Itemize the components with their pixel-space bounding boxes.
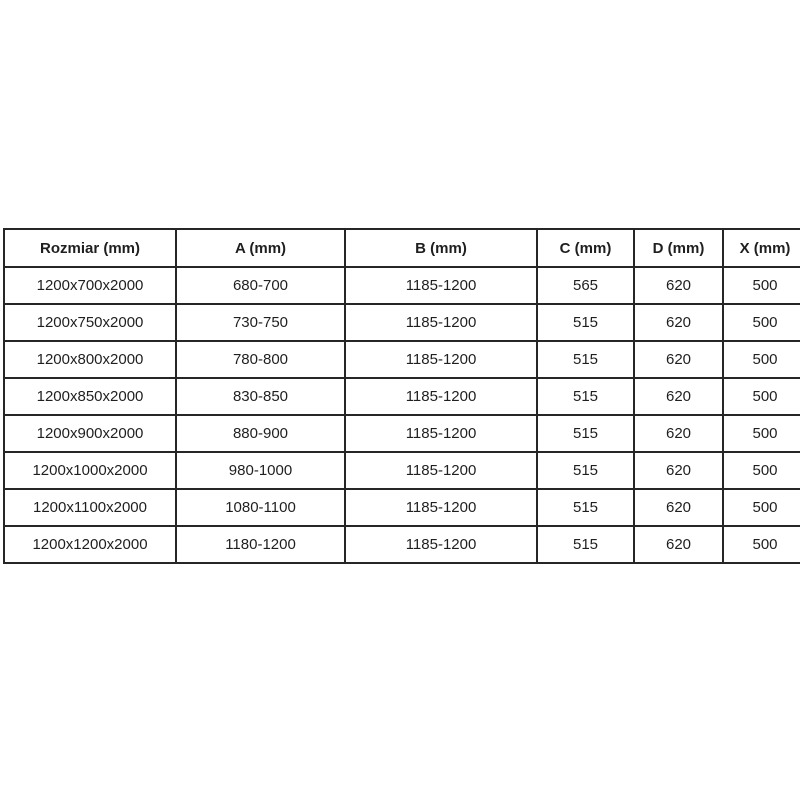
table-row: 1200x700x2000 680-700 1185-1200 565 620 500 [3, 266, 800, 305]
table-cell: 620 [633, 266, 724, 305]
table-cell: 620 [633, 488, 724, 527]
table-cell: 620 [633, 451, 724, 490]
table-cell: 880-900 [175, 414, 346, 453]
table-cell: 500 [722, 488, 800, 527]
table-cell: 515 [536, 451, 635, 490]
table-cell: 1180-1200 [175, 525, 346, 564]
table-cell: 1185-1200 [344, 451, 538, 490]
table-cell: 620 [633, 340, 724, 379]
table-row: 1200x800x2000 780-800 1185-1200 515 620 500 [3, 340, 800, 379]
table-cell: 1200x1200x2000 [3, 525, 177, 564]
table-cell: 515 [536, 340, 635, 379]
table-cell: 500 [722, 303, 800, 342]
table-cell: 1185-1200 [344, 377, 538, 416]
table-cell: 1185-1200 [344, 525, 538, 564]
table-cell: 1080-1100 [175, 488, 346, 527]
column-header: X (mm) [722, 228, 800, 268]
table-cell: 1200x1100x2000 [3, 488, 177, 527]
table-cell: 515 [536, 525, 635, 564]
table-cell: 1200x900x2000 [3, 414, 177, 453]
table-cell: 565 [536, 266, 635, 305]
table-head: Rozmiar (mm) A (mm) B (mm) C (mm) D (mm) X (m… [3, 228, 800, 268]
table-cell: 500 [722, 525, 800, 564]
table-cell: 1200x800x2000 [3, 340, 177, 379]
table-cell: 500 [722, 414, 800, 453]
table-cell: 620 [633, 377, 724, 416]
column-header: C (mm) [536, 228, 635, 268]
table-cell: 1185-1200 [344, 340, 538, 379]
header-row: Rozmiar (mm) A (mm) B (mm) C (mm) D (mm) X (m… [3, 228, 800, 268]
table-cell: 515 [536, 488, 635, 527]
table-row: 1200x750x2000 730-750 1185-1200 515 620 500 [3, 303, 800, 342]
table-cell: 620 [633, 414, 724, 453]
table-cell: 1200x1000x2000 [3, 451, 177, 490]
table-cell: 620 [633, 303, 724, 342]
table-row: 1200x1000x2000 980-1000 1185-1200 515 620 500 [3, 451, 800, 490]
column-header: B (mm) [344, 228, 538, 268]
table-cell: 680-700 [175, 266, 346, 305]
table-row: 1200x1200x2000 1180-1200 1185-1200 515 620 50… [3, 525, 800, 564]
table-row: 1200x1100x2000 1080-1100 1185-1200 515 620 50… [3, 488, 800, 527]
table-cell: 830-850 [175, 377, 346, 416]
table-cell: 1200x700x2000 [3, 266, 177, 305]
table-cell: 500 [722, 266, 800, 305]
table-cell: 500 [722, 451, 800, 490]
table-cell: 730-750 [175, 303, 346, 342]
column-header: D (mm) [633, 228, 724, 268]
table-cell: 515 [536, 377, 635, 416]
dimensions-table: Rozmiar (mm) A (mm) B (mm) C (mm) D (mm) X (m… [3, 228, 800, 564]
table-body: 1200x700x2000 680-700 1185-1200 565 620 500 12… [3, 266, 800, 564]
column-header: A (mm) [175, 228, 346, 268]
table-cell: 500 [722, 377, 800, 416]
table-cell: 980-1000 [175, 451, 346, 490]
table-cell: 780-800 [175, 340, 346, 379]
table-cell: 1200x850x2000 [3, 377, 177, 416]
table-cell: 1185-1200 [344, 303, 538, 342]
table-cell: 1185-1200 [344, 266, 538, 305]
table-cell: 1185-1200 [344, 488, 538, 527]
table-row: 1200x900x2000 880-900 1185-1200 515 620 500 [3, 414, 800, 453]
table-cell: 1200x750x2000 [3, 303, 177, 342]
table-cell: 620 [633, 525, 724, 564]
table-cell: 500 [722, 340, 800, 379]
table-cell: 1185-1200 [344, 414, 538, 453]
table-cell: 515 [536, 303, 635, 342]
table-row: 1200x850x2000 830-850 1185-1200 515 620 500 [3, 377, 800, 416]
column-header: Rozmiar (mm) [3, 228, 177, 268]
table-cell: 515 [536, 414, 635, 453]
